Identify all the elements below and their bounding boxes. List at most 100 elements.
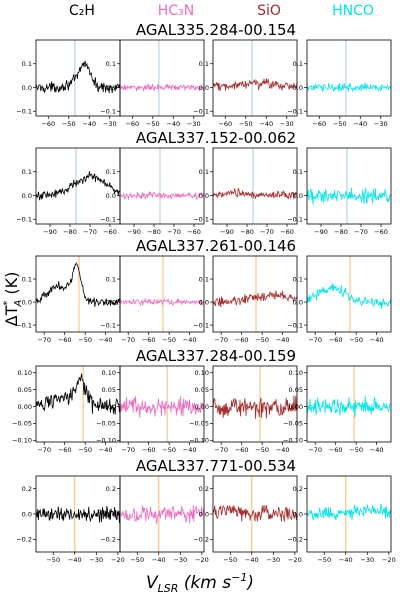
y-tick-label: 0.1: [199, 60, 209, 68]
y-tick-label: 0.1: [106, 275, 116, 283]
spectrum-line-hnco: [306, 283, 392, 310]
y-tick-label: 0.1: [199, 168, 209, 176]
y-tick-label: 0.10: [18, 369, 32, 377]
y-tick-label: 0.05: [18, 386, 32, 394]
x-tick-label: −30: [374, 120, 388, 128]
x-tick-label: −30: [266, 556, 280, 564]
x-tick-label: −40: [245, 556, 259, 564]
x-axis-label-main: V: [146, 573, 159, 593]
y-tick-label: 0.05: [195, 386, 209, 394]
y-tick-label: 0.1: [106, 168, 116, 176]
y-tick-label: 0.0: [293, 298, 303, 306]
panel-frame: [212, 365, 298, 443]
panel-r4-c2: −50 −40 −30 −20 −0.2 0.0 0.2: [193, 475, 302, 564]
panel-frame: [119, 365, 205, 443]
y-tick-label: 0.0: [199, 84, 209, 92]
y-tick-label: −0.05: [12, 420, 32, 428]
panel-frame: [35, 39, 121, 117]
y-tick-label: 0.0: [106, 510, 116, 518]
x-tick-label: −70: [260, 228, 274, 236]
y-tick-label: 0.2: [106, 485, 116, 493]
x-tick-label: −50: [333, 120, 347, 128]
y-tick-label: −0.1: [287, 216, 303, 224]
x-tick-label: −20: [195, 556, 209, 564]
y-tick-label: 0.00: [195, 403, 209, 411]
x-tick-label: −60: [142, 446, 156, 454]
x-tick-label: −60: [218, 120, 232, 128]
x-tick-label: −70: [37, 336, 51, 344]
x-tick-label: −60: [142, 336, 156, 344]
panel-frame: [306, 147, 392, 225]
x-tick-label: −40: [152, 556, 166, 564]
x-tick-label: −60: [329, 446, 343, 454]
x-tick-label: −40: [183, 336, 197, 344]
y-tick-label: −0.1: [100, 321, 116, 329]
panel-r2-c0: −70 −60 −50 −40 −0.1 0.0 0.1: [16, 255, 121, 344]
x-tick-label: −50: [162, 336, 176, 344]
y-tick-label: 0.0: [22, 192, 32, 200]
panel-r4-c1: −50 −40 −30 −20 −0.2 0.0 0.2: [100, 475, 209, 564]
y-tick-label: 0.1: [22, 60, 32, 68]
y-tick-label: 0.00: [18, 403, 32, 411]
source-title-3: AGAL337.284-00.159: [136, 347, 296, 365]
y-tick-label: 0.00: [289, 403, 303, 411]
y-tick-label: −0.1: [16, 321, 32, 329]
panel-r1-c1: −90 −80 −70 −60 −0.1 0.0 0.1: [100, 147, 205, 236]
x-tick-label: −60: [103, 228, 117, 236]
panel-frame: [119, 147, 205, 225]
panel-r3-c1: −70 −60 −50 −40−0.10−0.050.000.050.10: [96, 365, 205, 454]
panel-frame: [306, 39, 392, 117]
y-axis-label: ΔT*A (K): [2, 272, 24, 327]
y-tick-label: 0.0: [106, 298, 116, 306]
y-tick-label: 0.1: [22, 168, 32, 176]
spectrum-line-hc3n: [119, 505, 205, 525]
x-tick-label: −60: [235, 446, 249, 454]
y-tick-label: 0.1: [293, 275, 303, 283]
panel-r4-c3: −50 −40 −30 −20 −0.2 0.0 0.2: [287, 475, 396, 564]
x-tick-label: −70: [214, 336, 228, 344]
x-tick-label: −90: [314, 228, 328, 236]
panel-r3-c2: −70 −60 −50 −40 −0.10 −0.05 0.00 0.05 0.10: [189, 365, 298, 454]
col-header-hc3n: HC₃N: [158, 3, 194, 19]
panel-frame: [212, 147, 298, 225]
x-tick-label: −60: [329, 336, 343, 344]
panel-r0-c0: −60 −50 −40 −30 −0.1 0.0 0.1: [16, 39, 121, 128]
x-tick-label: −50: [130, 556, 144, 564]
y-tick-label: −0.10: [96, 437, 116, 445]
spectrum-line-sio: [212, 78, 298, 92]
x-tick-label: −40: [339, 556, 353, 564]
x-tick-label: −50: [46, 556, 60, 564]
panel-r0-c2: −60 −50 −40 −30 −0.1 0.0 0.1: [193, 39, 298, 128]
panel-r2-c2: −70 −60 −50 −40 −0.1 0.0 0.1: [193, 255, 298, 344]
x-axis-label-unit: (km s: [178, 573, 231, 593]
y-tick-label: 0.0: [106, 84, 116, 92]
spectrum-line-sio: [212, 187, 298, 200]
y-tick-label: 0.10: [102, 369, 116, 377]
x-tick-label: −40: [99, 446, 113, 454]
x-tick-label: −90: [220, 228, 234, 236]
x-tick-label: −50: [349, 446, 363, 454]
spectrum-line-hc3n: [119, 83, 205, 93]
spectrum-line-sio: [212, 395, 298, 419]
x-tick-label: −50: [146, 120, 160, 128]
y-tick-label: 0.2: [293, 485, 303, 493]
x-tick-label: −30: [187, 120, 201, 128]
x-tick-label: −40: [259, 120, 273, 128]
y-tick-label: −0.2: [193, 536, 209, 544]
panel-frame: [306, 365, 392, 443]
y-tick-label: −0.1: [193, 108, 209, 116]
spectrum-line-sio: [212, 504, 298, 522]
x-tick-label: −50: [78, 446, 92, 454]
spectrum-line-hnco: [306, 82, 392, 93]
y-tick-label: 0.0: [199, 192, 209, 200]
spectrum-line-c2h: [35, 262, 121, 307]
y-tick-label: −0.10: [189, 437, 209, 445]
y-tick-label: 0.1: [106, 60, 116, 68]
col-header-sio: SiO: [257, 3, 281, 19]
x-tick-label: −50: [255, 446, 269, 454]
x-tick-label: −50: [162, 446, 176, 454]
panel-frame: [119, 39, 205, 117]
x-tick-label: −70: [121, 446, 135, 454]
column-headers: C₂H HC₃N SiO HNCO: [69, 3, 374, 19]
